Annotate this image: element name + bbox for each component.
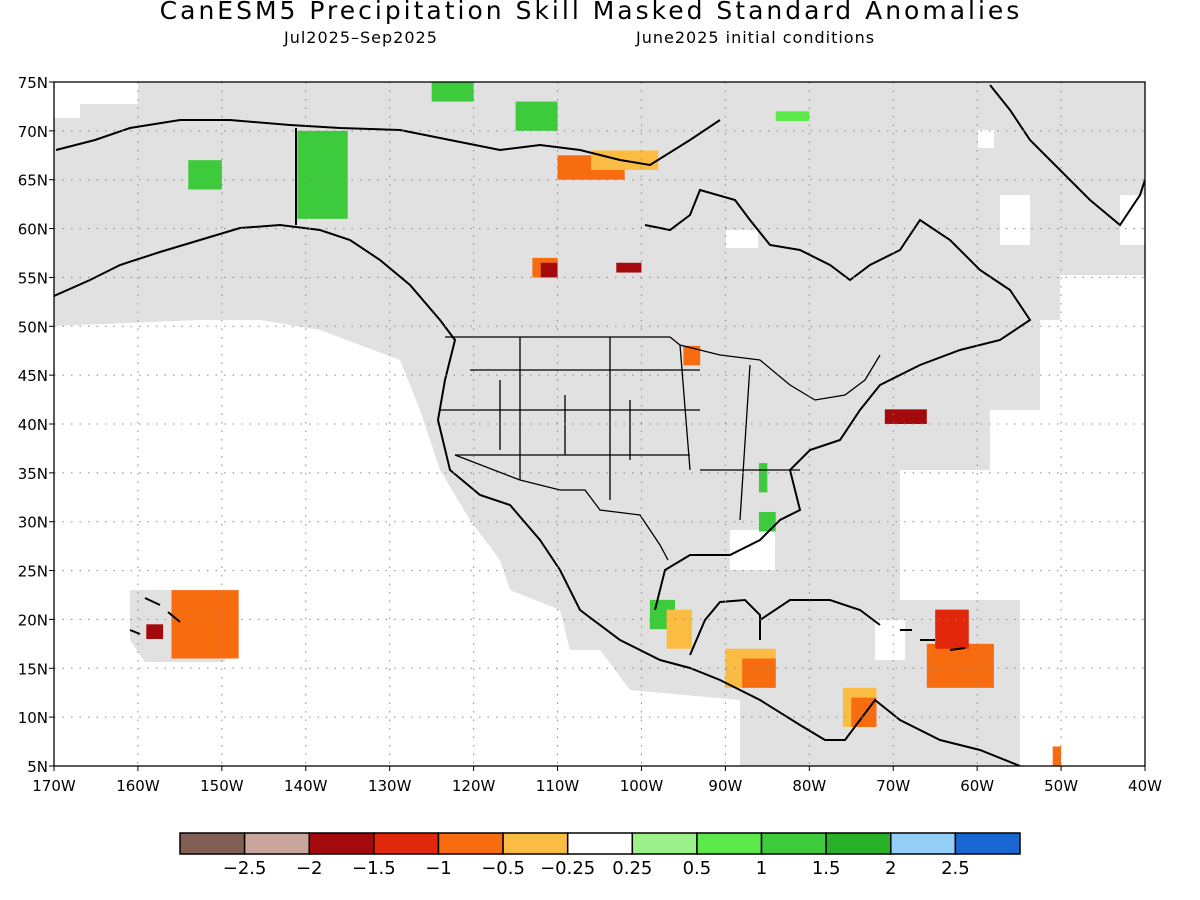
- lat-label: 20N: [18, 611, 48, 629]
- lon-label: 40W: [1128, 777, 1162, 795]
- latitude-labels: 75N 70N 65N 60N 55N 50N 45N 40N 35N 30N 25N 20N 15N 1…: [18, 74, 48, 776]
- axis-ticks: [49, 81, 1146, 771]
- colorbar-label: 2: [885, 858, 896, 879]
- lon-label: 110W: [536, 777, 580, 795]
- lat-label: 35N: [18, 465, 48, 483]
- lat-label: 60N: [18, 221, 48, 239]
- lon-label: 70W: [876, 777, 910, 795]
- colorbar-label: −2: [296, 858, 323, 879]
- colorbar-swatch: [631, 832, 698, 855]
- colorbar-swatch: [825, 832, 892, 855]
- colorbar-label: −1.5: [352, 858, 396, 879]
- lat-label: 25N: [18, 563, 48, 581]
- lon-label: 80W: [792, 777, 826, 795]
- coastlines: [54, 84, 1145, 766]
- anomaly-cell: [926, 643, 994, 688]
- colorbar: [179, 832, 1021, 855]
- lon-label: 90W: [708, 777, 742, 795]
- anomaly-cell: [775, 111, 810, 122]
- colorbar-swatch: [760, 832, 827, 855]
- political-borders: [440, 336, 881, 561]
- lat-label: 10N: [18, 709, 48, 727]
- lat-lon-grid: [54, 82, 1145, 766]
- mask-gaps: [726, 130, 1145, 660]
- lon-label: 120W: [452, 777, 496, 795]
- anomaly-cell: [758, 463, 768, 493]
- lon-label: 170W: [32, 777, 76, 795]
- colorbar-swatch: [954, 832, 1021, 855]
- anomaly-cell: [188, 160, 222, 190]
- lat-label: 15N: [18, 660, 48, 678]
- lon-label: 150W: [200, 777, 244, 795]
- forecast-period: Jul2025–Sep2025: [284, 28, 438, 47]
- colorbar-label: −0.5: [481, 858, 525, 879]
- colorbar-labels: −2.5 −2 −1.5 −1 −0.5 −0.25 0.25 0.5 1 1.5 2 2.5: [223, 858, 970, 879]
- lat-label: 30N: [18, 514, 48, 532]
- colorbar-label: 0.5: [683, 858, 712, 879]
- colorbar-label: −2.5: [223, 858, 267, 879]
- colorbar-label: −1: [425, 858, 452, 879]
- anomaly-cell: [683, 345, 701, 366]
- initial-conditions: June2025 initial conditions: [636, 28, 876, 47]
- lat-label: 55N: [18, 269, 48, 287]
- map-plot-area: [54, 82, 1145, 766]
- anomaly-cell: [515, 101, 558, 131]
- lon-label: 50W: [1044, 777, 1078, 795]
- anomaly-cell: [1052, 746, 1062, 766]
- lat-label: 45N: [18, 367, 48, 385]
- lon-label: 140W: [284, 777, 328, 795]
- anomaly-cell: [540, 262, 558, 278]
- colorbar-swatch: [696, 832, 763, 855]
- longitude-labels: 170W 160W 150W 140W 130W 120W 110W 100W 90W 80W 70…: [32, 777, 1162, 795]
- lat-label: 65N: [18, 172, 48, 190]
- lon-label: 160W: [116, 777, 160, 795]
- anomaly-cell: [616, 262, 642, 273]
- lon-label: 100W: [620, 777, 664, 795]
- colorbar-label: 2.5: [941, 858, 970, 879]
- colorbar-label: −0.25: [540, 858, 595, 879]
- anomaly-cells: [146, 82, 1062, 766]
- colorbar-label: 0.25: [612, 858, 652, 879]
- colorbar-swatch: [566, 832, 634, 855]
- anomaly-cell: [935, 609, 969, 649]
- lat-label: 70N: [18, 123, 48, 141]
- colorbar-swatch: [437, 832, 504, 855]
- colorbar-swatch: [308, 832, 375, 855]
- lat-label: 40N: [18, 416, 48, 434]
- anomaly-cell: [884, 409, 927, 424]
- map-title: CanESM5 Precipitation Skill Masked Stand…: [159, 0, 1023, 25]
- colorbar-swatch: [502, 832, 569, 855]
- anomaly-cell: [666, 609, 692, 649]
- colorbar-swatch: [373, 832, 440, 855]
- anomaly-cell: [297, 130, 348, 219]
- lon-label: 60W: [960, 777, 994, 795]
- colorbar-label: 1.5: [812, 858, 841, 879]
- anomaly-cell: [171, 590, 239, 659]
- lat-label: 75N: [18, 74, 48, 92]
- lat-label: 5N: [27, 758, 48, 776]
- colorbar-swatch: [243, 832, 310, 855]
- anomaly-cell: [146, 624, 164, 639]
- anomaly-cell: [431, 82, 474, 102]
- anomaly-cell: [742, 658, 776, 688]
- anomaly-cell: [758, 511, 776, 532]
- lat-label: 50N: [18, 318, 48, 336]
- colorbar-swatch: [890, 832, 957, 855]
- colorbar-label: 1: [756, 858, 767, 879]
- lon-label: 130W: [368, 777, 412, 795]
- colorbar-swatch: [179, 832, 246, 855]
